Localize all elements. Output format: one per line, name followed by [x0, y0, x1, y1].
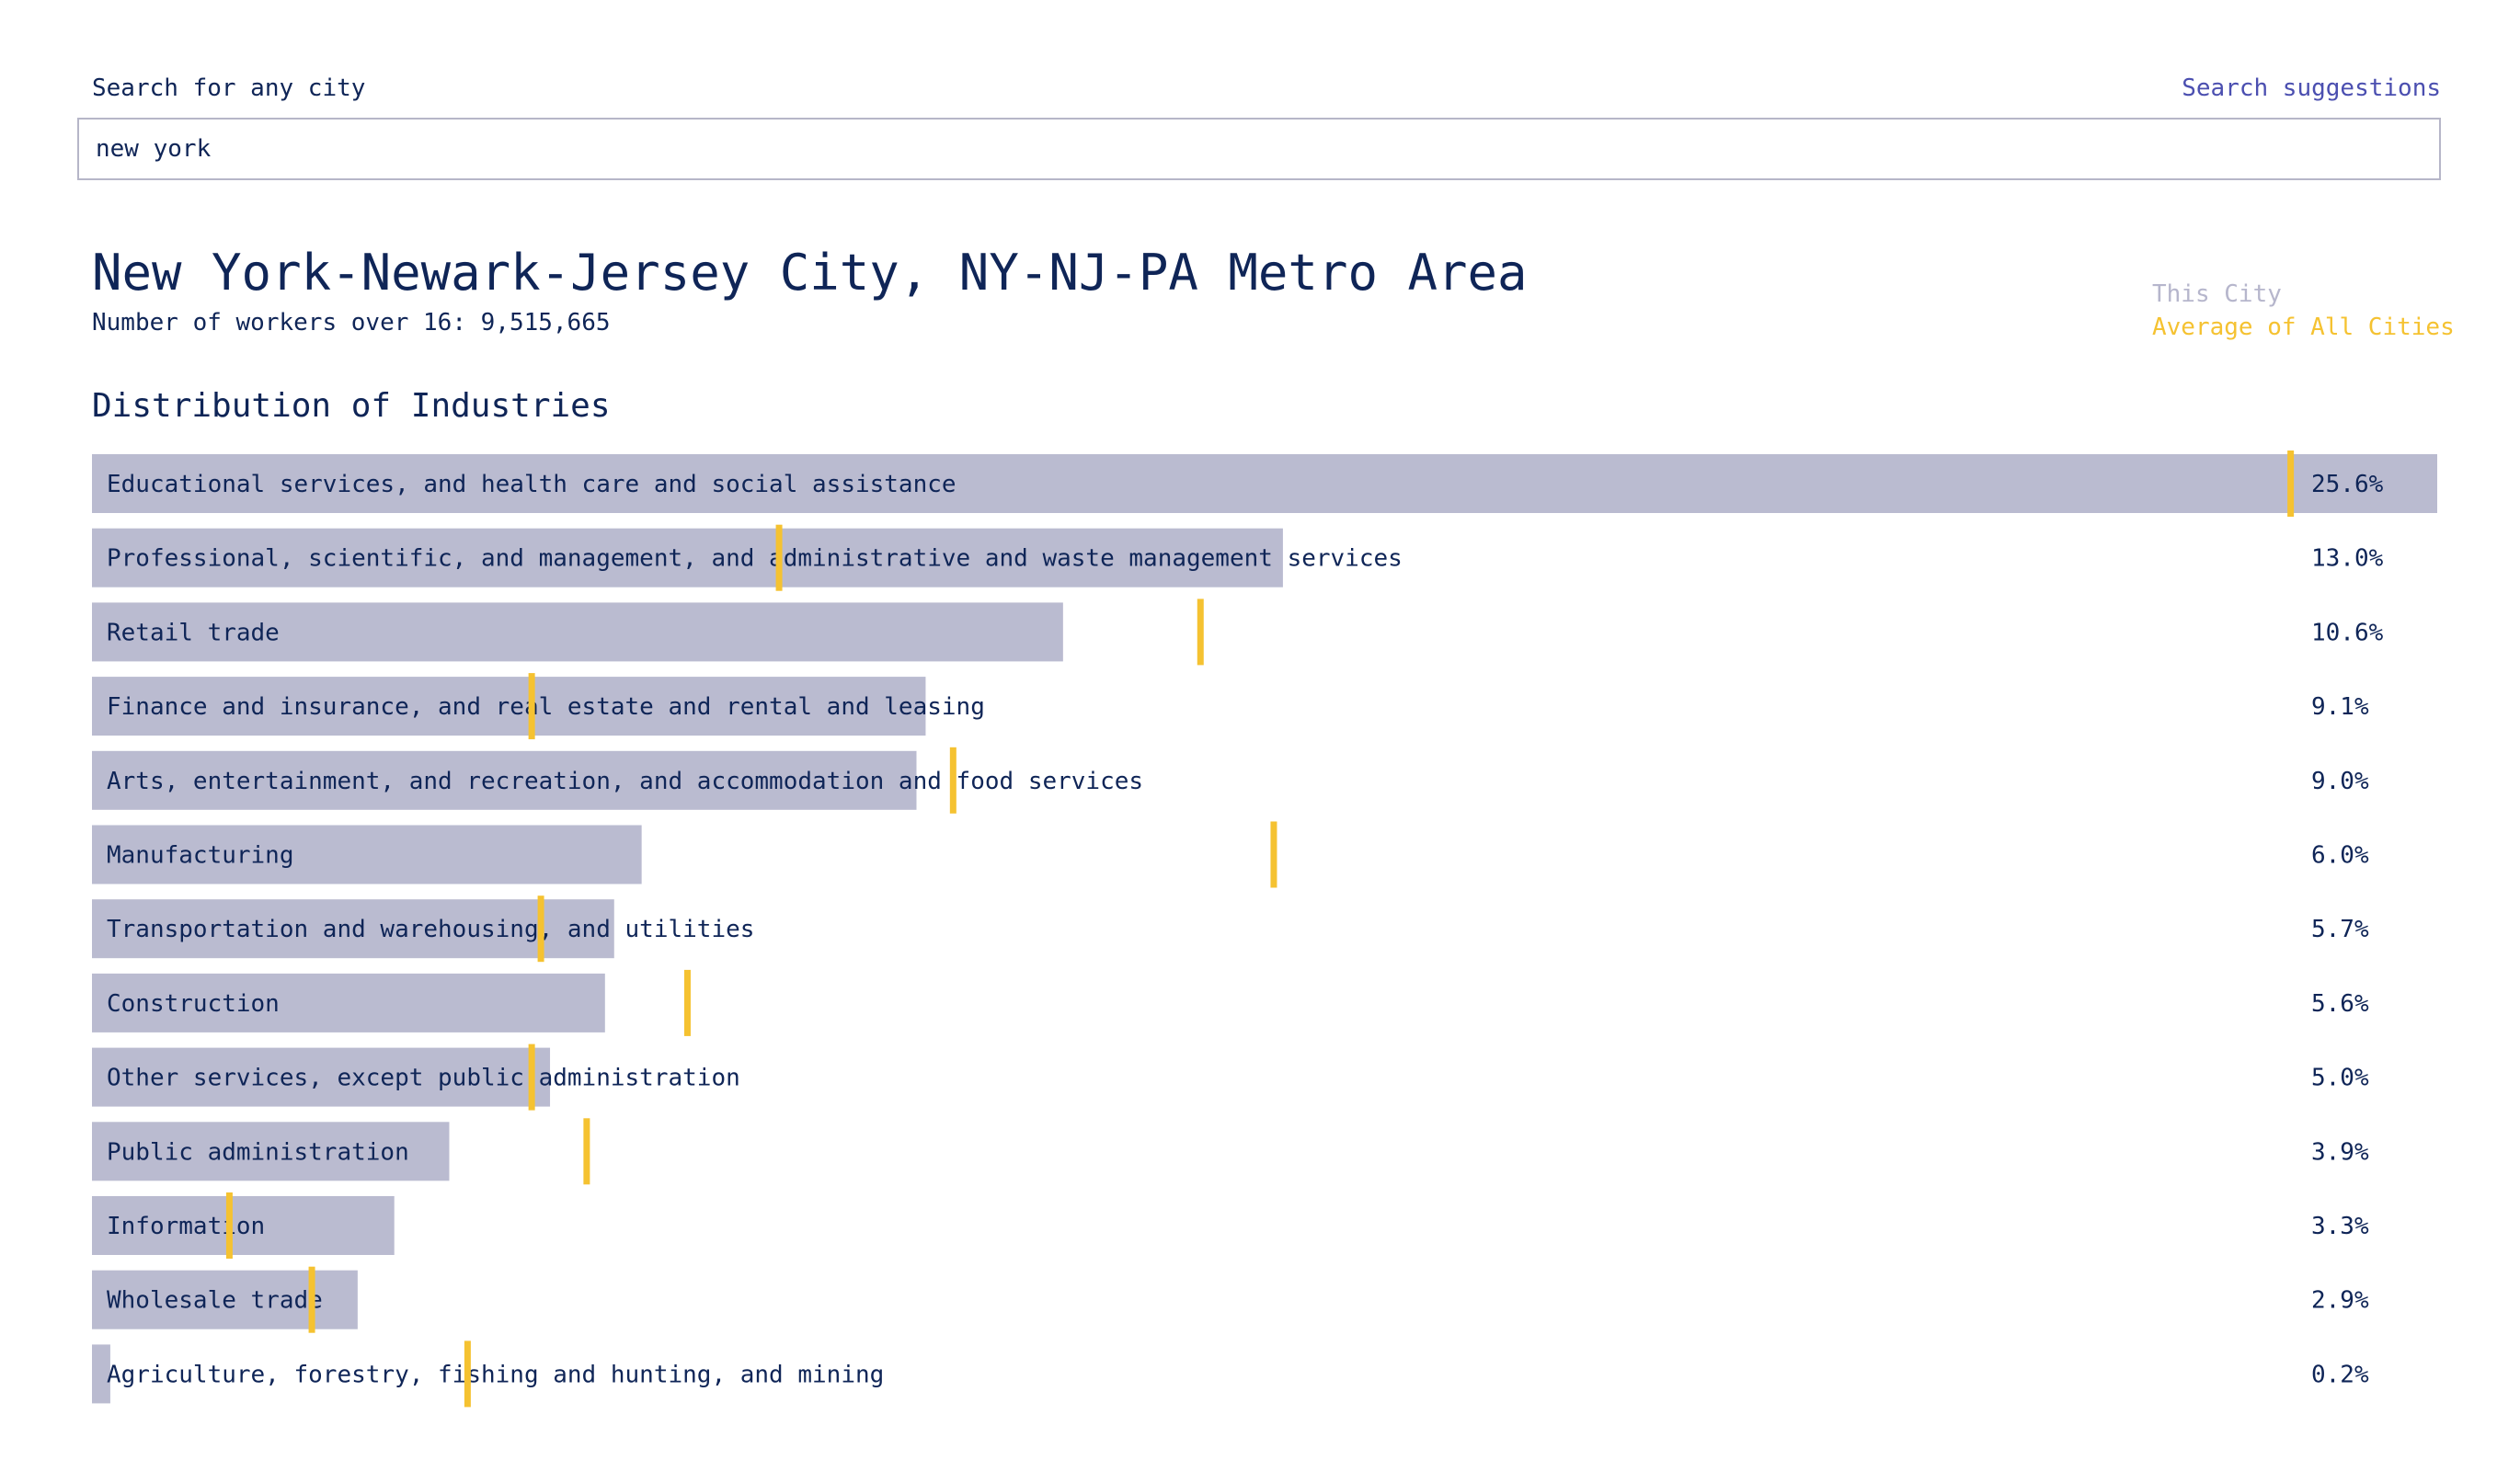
bar-category-label: Educational services, and health care an… [107, 471, 956, 498]
average-marker [537, 895, 544, 963]
bar-this-city [92, 528, 1283, 587]
workers-count: Number of workers over 16: 9,515,665 [92, 309, 611, 336]
chart-legend: This City Average of All Cities [2152, 278, 2455, 344]
bar-value-label: 6.0% [2311, 842, 2369, 870]
bar-this-city [92, 825, 642, 884]
chart-row: Other services, except public administra… [92, 1044, 2369, 1111]
average-marker [528, 1044, 535, 1111]
bar-this-city [92, 1122, 450, 1181]
chart-row: Wholesale trade 2.9% [92, 1266, 2369, 1333]
city-title: New York-Newark-Jersey City, NY-NJ-PA Me… [92, 244, 1528, 302]
bar-category-label: Arts, entertainment, and recreation, and… [107, 768, 1143, 795]
average-marker [949, 747, 956, 814]
bar-value-label: 9.1% [2311, 693, 2369, 721]
bar-category-label: Agriculture, forestry, fishing and hunti… [107, 1361, 884, 1388]
bar-value-label: 5.6% [2311, 990, 2369, 1018]
chart-row: Professional, scientific, and management… [92, 524, 2384, 591]
chart-row: Arts, entertainment, and recreation, and… [92, 747, 2369, 814]
bar-category-label: Construction [107, 990, 280, 1018]
bar-this-city [92, 899, 614, 959]
bar-category-label: Manufacturing [107, 842, 294, 870]
bar-value-label: 3.9% [2311, 1138, 2369, 1166]
legend-this-city: This City [2152, 280, 2282, 308]
chart-row: Construction 5.6% [92, 969, 2369, 1036]
bar-this-city [92, 750, 917, 810]
chart-row: Finance and insurance, and real estate a… [92, 673, 2369, 740]
average-marker [308, 1266, 315, 1333]
bar-this-city [92, 1047, 551, 1107]
bar-this-city [92, 677, 926, 736]
city-search-input[interactable] [77, 118, 2441, 180]
average-marker [583, 1118, 590, 1185]
average-marker [775, 524, 783, 591]
bar-value-label: 3.3% [2311, 1213, 2369, 1240]
chart-row: Information 3.3% [92, 1192, 2369, 1259]
chart-row: Educational services, and health care an… [92, 451, 2437, 517]
search-suggestions-link[interactable]: Search suggestions [2182, 74, 2441, 102]
search-label: Search for any city [92, 74, 366, 102]
bar-category-label: Public administration [107, 1138, 409, 1166]
bar-category-label: Wholesale trade [107, 1287, 323, 1315]
bar-value-label: 25.6% [2311, 471, 2384, 498]
average-marker [1270, 821, 1277, 888]
section-title: Distribution of Industries [92, 387, 611, 425]
bar-this-city [92, 1270, 358, 1329]
bar-category-label: Transportation and warehousing, and util… [107, 916, 754, 943]
bar-category-label: Other services, except public administra… [107, 1065, 740, 1092]
bar-value-label: 0.2% [2311, 1361, 2369, 1388]
bar-value-label: 5.7% [2311, 916, 2369, 943]
average-marker [1197, 599, 1204, 666]
bar-value-label: 9.0% [2311, 768, 2369, 795]
bar-this-city [92, 454, 2437, 513]
bar-value-label: 5.0% [2311, 1065, 2369, 1092]
bar-category-label: Information [107, 1213, 265, 1240]
bar-category-label: Retail trade [107, 619, 280, 646]
average-marker [2287, 451, 2295, 517]
bar-value-label: 13.0% [2311, 545, 2384, 573]
chart-row: Retail trade 10.6% [92, 599, 2384, 666]
chart-row: Agriculture, forestry, fishing and hunti… [92, 1340, 2369, 1408]
legend-average: Average of All Cities [2152, 314, 2455, 341]
bar-category-label: Professional, scientific, and management… [107, 545, 1403, 573]
bar-value-label: 10.6% [2311, 619, 2384, 646]
bar-this-city [92, 602, 1063, 662]
average-marker [464, 1340, 471, 1408]
chart-row: Public administration 3.9% [92, 1118, 2369, 1185]
bar-this-city [92, 973, 605, 1032]
average-marker [225, 1192, 233, 1259]
chart-row: Manufacturing 6.0% [92, 821, 2369, 888]
bar-this-city [92, 1344, 110, 1404]
average-marker [683, 969, 691, 1036]
average-marker [528, 673, 535, 740]
bar-value-label: 2.9% [2311, 1287, 2369, 1315]
bar-this-city [92, 1196, 395, 1255]
chart-row: Transportation and warehousing, and util… [92, 895, 2369, 963]
bar-category-label: Finance and insurance, and real estate a… [107, 693, 985, 721]
